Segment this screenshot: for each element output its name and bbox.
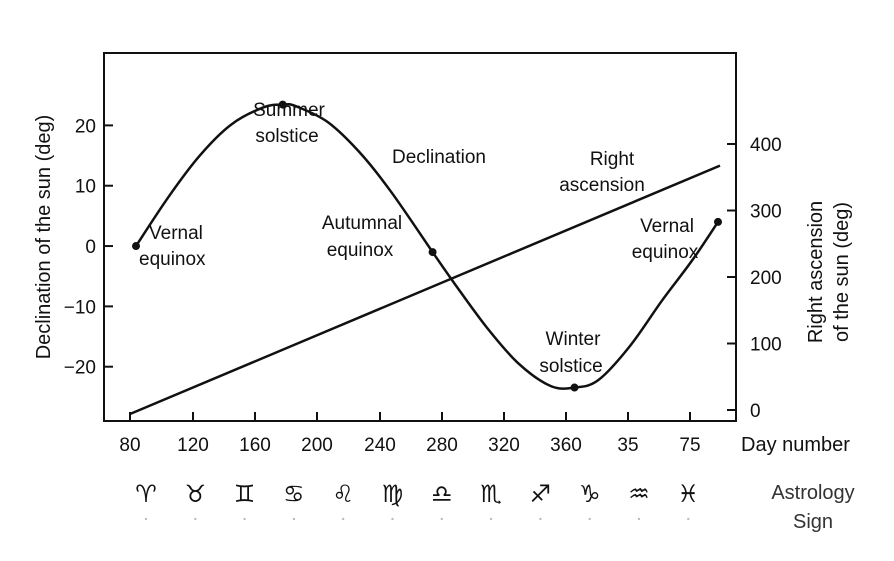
astrology-sign-dot bbox=[440, 517, 443, 521]
astrology-sign: ♊ bbox=[234, 480, 256, 508]
x-tick-label: 200 bbox=[301, 435, 333, 456]
right-tick-label: 300 bbox=[750, 202, 782, 223]
astrology-sign: ♓ bbox=[678, 480, 700, 508]
astrology-title-line2: Sign bbox=[793, 511, 833, 533]
astrology-sign: ♈ bbox=[135, 480, 157, 508]
right-axis-title-line2: of the sun (deg) bbox=[831, 202, 853, 342]
x-tick-label: 160 bbox=[239, 435, 271, 456]
astrology-sign-dot bbox=[588, 517, 591, 521]
astrology-sign-dot bbox=[194, 517, 197, 521]
left-tick-label: 10 bbox=[75, 177, 96, 198]
declination-marker bbox=[132, 242, 140, 251]
astrology-title-line1: Astrology bbox=[771, 482, 854, 504]
declination-marker bbox=[278, 100, 287, 109]
astrology-sign: ♑ bbox=[579, 480, 601, 508]
astrology-sign: ♍ bbox=[382, 480, 404, 508]
declination-marker bbox=[428, 248, 437, 257]
x-tick-label: 320 bbox=[488, 435, 520, 456]
annotation-winter-solstice-line2: solstice bbox=[539, 356, 602, 377]
x-tick-label: 35 bbox=[617, 435, 638, 456]
astrology-sign-dot bbox=[391, 517, 394, 521]
astrology-sign: ♏ bbox=[480, 480, 502, 508]
x-axis-title: Day number bbox=[741, 434, 850, 456]
astrology-sign: ♎ bbox=[431, 480, 453, 508]
annotation-summer-solstice-line2: solstice bbox=[255, 126, 318, 147]
right-tick-label: 200 bbox=[750, 268, 782, 289]
left-axis-title: Declination of the sun (deg) bbox=[33, 115, 55, 360]
astrology-sign: ♋ bbox=[283, 480, 305, 508]
astrology-sign-dot bbox=[342, 517, 345, 521]
left-tick-label: −20 bbox=[64, 358, 96, 379]
annotation-vernal-equinox-end-line2: equinox bbox=[632, 242, 699, 263]
annotation-declination: Declination bbox=[392, 147, 486, 168]
right-tick-label: 400 bbox=[750, 135, 782, 156]
annotation-vernal-equinox-start-line1: Vernal bbox=[149, 223, 203, 244]
astrology-sign-dot bbox=[144, 517, 148, 521]
x-tick-label: 120 bbox=[177, 435, 209, 456]
left-tick-label: −10 bbox=[64, 297, 96, 318]
annotation-autumnal-equinox-line1: Autumnal bbox=[322, 213, 402, 234]
annotation-right-ascension-line2: ascension bbox=[559, 175, 645, 196]
astrology-sign-dot bbox=[687, 517, 690, 521]
annotation-vernal-equinox-start-line2: equinox bbox=[139, 249, 206, 270]
x-tick-label: 75 bbox=[679, 435, 700, 456]
astrology-sign: ♉ bbox=[185, 480, 207, 508]
astrology-sign-dot bbox=[539, 517, 542, 521]
astrology-sign: ♒ bbox=[628, 480, 650, 508]
astrology-sign-dot bbox=[489, 517, 493, 521]
astrology-sign-dot bbox=[292, 517, 296, 521]
astrology-sign: ♐ bbox=[530, 480, 552, 508]
x-tick-label: 80 bbox=[119, 435, 140, 456]
series-layer bbox=[129, 100, 722, 416]
astrology-sign-dot bbox=[243, 517, 246, 521]
x-tick-label: 240 bbox=[364, 435, 396, 456]
x-tick-label: 280 bbox=[426, 435, 458, 456]
right-tick-label: 0 bbox=[750, 401, 761, 422]
right-axis-title-line1: Right ascension bbox=[805, 201, 827, 343]
astrology-sign-dot bbox=[637, 517, 641, 521]
annotation-summer-solstice-line1: Summer bbox=[253, 100, 325, 121]
declination-marker bbox=[714, 217, 722, 226]
right-ascension-line bbox=[129, 164, 721, 416]
annotation-vernal-equinox-end-line1: Vernal bbox=[640, 216, 694, 237]
plot-frame bbox=[103, 52, 737, 422]
x-tick-label: 360 bbox=[550, 435, 582, 456]
right-tick-label: 100 bbox=[750, 335, 782, 356]
left-tick-label: 0 bbox=[85, 237, 96, 258]
annotation-autumnal-equinox-line2: equinox bbox=[327, 240, 394, 261]
annotation-right-ascension-line1: Right bbox=[590, 149, 635, 170]
astrology-sign: ♌ bbox=[332, 480, 354, 508]
declination-marker bbox=[570, 383, 579, 392]
left-tick-label: 20 bbox=[75, 116, 96, 137]
annotation-winter-solstice-line1: Winter bbox=[546, 329, 602, 350]
astrology-signs: ♈ ♉ ♊ ♋ ♌ ♍ ♎ ♏ ♐ ♑ ♒ ♓ bbox=[135, 480, 700, 521]
